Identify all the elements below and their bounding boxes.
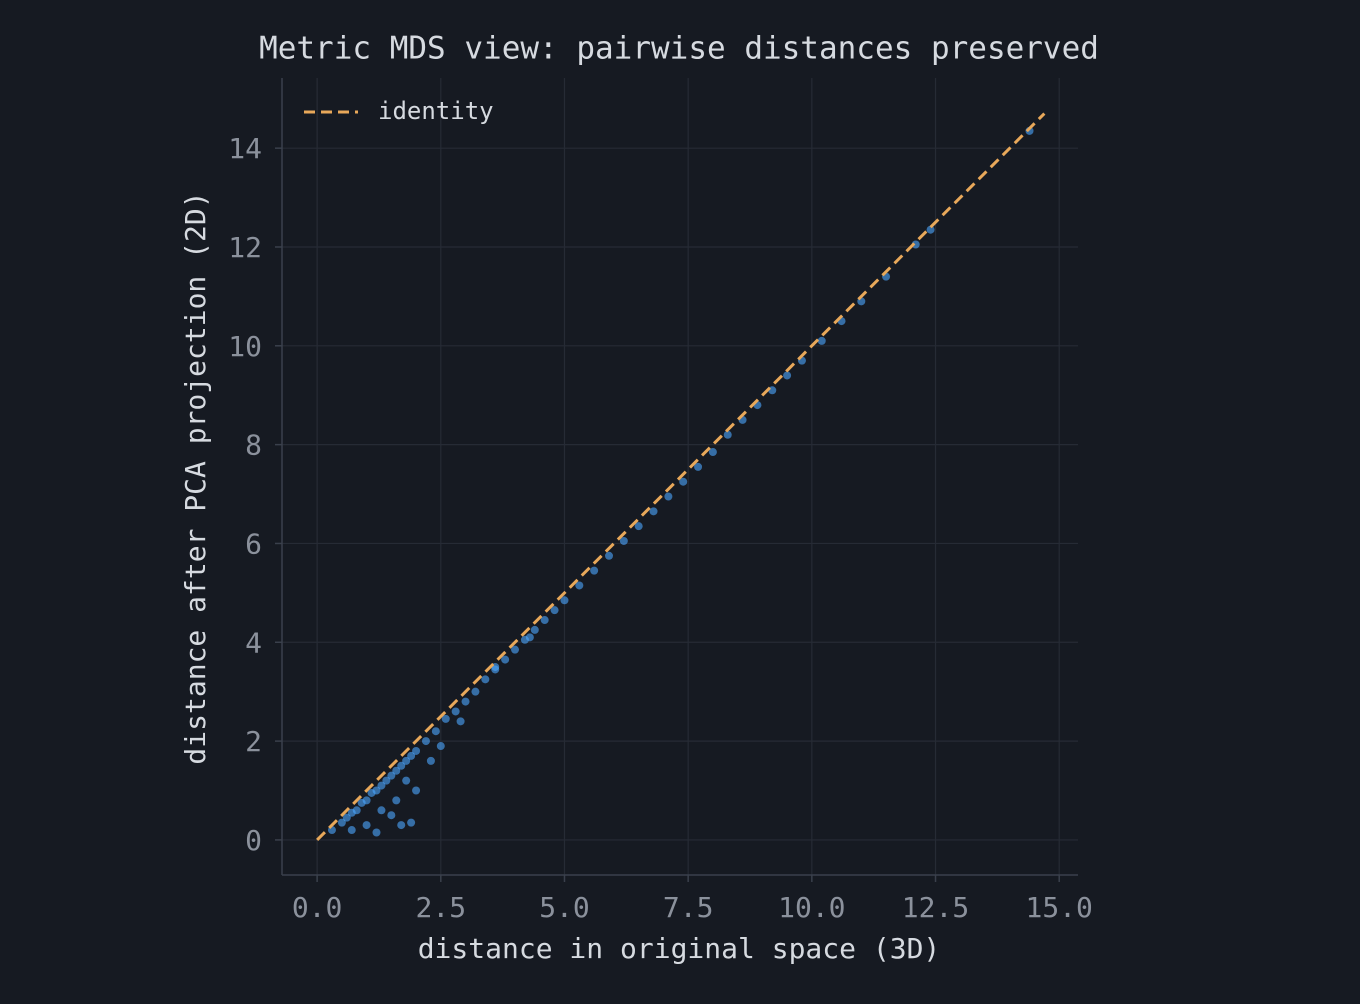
scatter-point <box>337 818 346 827</box>
scatter-point <box>392 766 401 775</box>
scatter-point <box>421 737 430 746</box>
scatter-point <box>387 811 396 820</box>
scatter-point <box>501 655 510 664</box>
x-tick-label: 12.5 <box>902 891 969 924</box>
scatter-point <box>550 606 559 615</box>
scatter-point <box>511 645 520 654</box>
x-tick-label: 15.0 <box>1025 891 1092 924</box>
scatter-point <box>708 448 717 457</box>
x-axis-label: distance in original space (3D) <box>418 932 941 965</box>
scatter-point <box>664 492 673 501</box>
scatter-point <box>441 714 450 723</box>
scatter-point <box>431 727 440 736</box>
scatter-point <box>783 371 792 380</box>
scatter-point <box>911 240 920 249</box>
x-tick-label: 10.0 <box>778 891 845 924</box>
y-axis-label: distance after PCA projection (2D) <box>179 191 212 764</box>
scatter-point <box>377 781 386 790</box>
x-tick-label: 5.0 <box>539 891 590 924</box>
scatter-point <box>407 751 416 760</box>
scatter-point <box>679 477 688 486</box>
scatter-point <box>575 581 584 590</box>
scatter-point <box>407 818 416 827</box>
scatter-point <box>392 796 401 805</box>
scatter-point <box>397 761 406 770</box>
scatter-point <box>926 225 935 234</box>
scatter-point <box>817 336 826 345</box>
scatter-point <box>694 462 703 471</box>
scatter-point <box>723 430 732 439</box>
scatter-point <box>530 625 539 634</box>
scatter-point <box>461 697 470 706</box>
x-tick-label: 7.5 <box>663 891 714 924</box>
x-tick-label: 2.5 <box>416 891 467 924</box>
scatter-point <box>540 616 549 625</box>
scatter-point <box>342 813 351 822</box>
scatter-point <box>525 633 534 642</box>
y-tick-label: 0 <box>245 824 262 857</box>
x-tick-label: 0.0 <box>292 891 343 924</box>
y-tick-label: 14 <box>228 132 262 165</box>
scatter-point <box>619 536 628 545</box>
y-tick-label: 8 <box>245 429 262 462</box>
scatter-point <box>377 806 386 815</box>
chart-title: Metric MDS view: pairwise distances pres… <box>259 31 1099 67</box>
scatter-point <box>402 776 411 785</box>
scatter-point <box>412 786 421 795</box>
scatter-point <box>362 821 371 830</box>
scatter-point <box>436 742 445 751</box>
legend-label: identity <box>378 97 494 125</box>
y-tick-label: 10 <box>228 330 262 363</box>
y-tick-label: 4 <box>245 626 262 659</box>
scatter-point <box>471 687 480 696</box>
y-tick-label: 12 <box>228 231 262 264</box>
scatter-point <box>372 828 381 837</box>
scatter-point <box>412 746 421 755</box>
scatter-point <box>456 717 465 726</box>
scatter-point <box>397 821 406 830</box>
scatter-point <box>649 507 658 516</box>
identity-line <box>316 112 1046 841</box>
scatter-point <box>590 566 599 575</box>
scatter-point <box>634 522 643 531</box>
scatter-point <box>451 707 460 716</box>
scatter-point <box>382 776 391 785</box>
y-tick-label: 2 <box>245 725 262 758</box>
scatter-point <box>372 786 381 795</box>
scatter-point <box>402 756 411 765</box>
scatter-point <box>347 826 356 835</box>
scatter-point <box>605 551 614 560</box>
scatter-point <box>426 756 435 765</box>
scatter-point <box>481 675 490 684</box>
scatter-point <box>387 771 396 780</box>
scatter-point <box>352 806 361 815</box>
scatter-point <box>560 596 569 605</box>
scatter-point <box>362 796 371 805</box>
y-tick-label: 6 <box>245 527 262 560</box>
